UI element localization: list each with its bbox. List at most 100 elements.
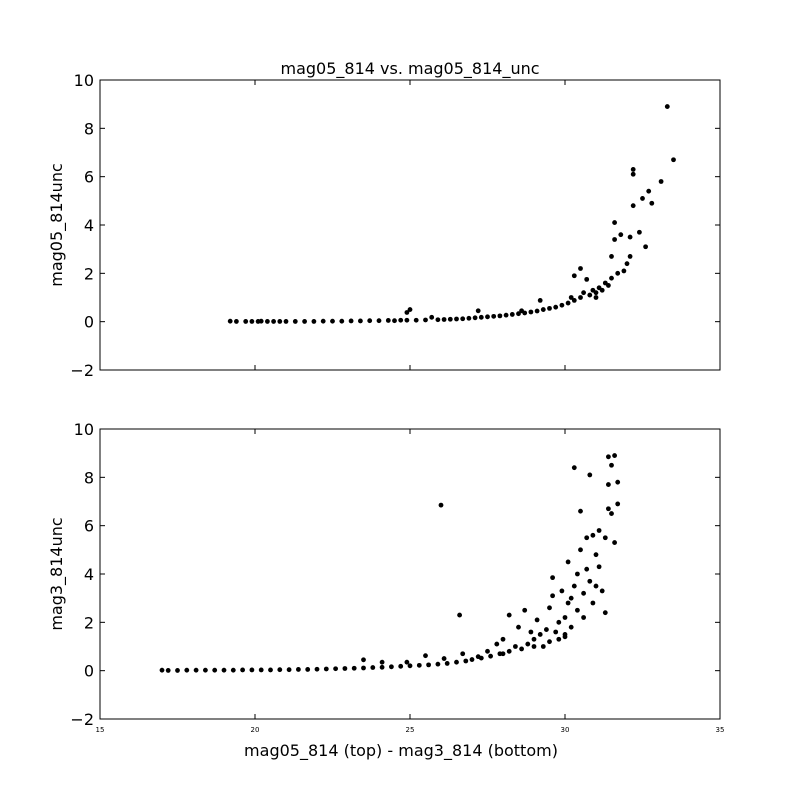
bottom-data-point xyxy=(550,593,555,599)
bottom-data-point xyxy=(193,667,199,673)
top-data-point xyxy=(584,276,590,282)
top-data-point xyxy=(392,318,397,324)
top-data-point xyxy=(407,307,413,312)
top-data-point xyxy=(271,319,276,324)
top-data-point xyxy=(547,305,552,311)
bottom-data-point xyxy=(441,656,447,661)
bottom-data-point xyxy=(323,666,329,672)
top-data-point xyxy=(348,318,354,324)
top-data-point xyxy=(234,319,239,324)
bottom-ytick-label: 4 xyxy=(84,565,94,584)
bottom-data-point xyxy=(537,632,543,637)
bottom-data-point xyxy=(612,540,617,545)
bottom-data-point xyxy=(370,665,376,670)
bottom-data-point xyxy=(221,667,227,673)
bottom-data-point xyxy=(519,646,524,652)
bottom-data-point xyxy=(277,667,283,673)
bottom-xtick-label: 25 xyxy=(406,726,415,734)
bottom-data-point xyxy=(506,648,512,654)
bottom-data-point xyxy=(494,641,500,647)
bottom-data-point xyxy=(361,657,366,663)
top-data-point xyxy=(624,261,630,267)
top-data-point xyxy=(466,315,472,321)
top-data-point xyxy=(630,203,636,209)
top-data-point xyxy=(658,179,664,184)
bottom-data-point xyxy=(463,658,469,664)
bottom-data-point xyxy=(230,667,236,673)
bottom-data-point xyxy=(268,667,273,673)
top-data-point xyxy=(227,318,233,324)
bottom-data-point xyxy=(596,528,602,533)
bottom-data-point xyxy=(593,552,599,558)
bottom-data-point xyxy=(438,502,444,508)
bottom-xlabel: mag05_814 (top) - mag3_814 (bottom) xyxy=(244,741,558,761)
bottom-data-point xyxy=(599,588,605,594)
bottom-ytick-label: −2 xyxy=(70,710,94,729)
top-data-point xyxy=(423,317,428,323)
bottom-data-point xyxy=(240,667,246,673)
top-data-point xyxy=(283,319,289,324)
top-data-point xyxy=(454,316,459,322)
bottom-data-point xyxy=(531,644,537,649)
bottom-data-point xyxy=(606,454,611,460)
bottom-ytick-label: 8 xyxy=(84,468,94,487)
top-data-point xyxy=(593,290,599,296)
bottom-data-point xyxy=(485,648,490,654)
top-plot-title: mag05_814 vs. mag05_814_unc xyxy=(280,59,539,79)
top-data-point xyxy=(606,283,611,288)
top-scatter-panel: −2 0 2 4 6 8 10 mag05_814 vs. mag05_814_unc mag0… xyxy=(47,59,721,380)
bottom-data-point xyxy=(568,624,574,630)
top-data-point xyxy=(630,171,636,177)
bottom-data-point xyxy=(457,612,462,618)
bottom-data-point xyxy=(581,615,586,620)
bottom-data-point xyxy=(286,667,292,673)
bottom-plot-frame xyxy=(99,428,721,720)
top-data-point xyxy=(435,317,441,323)
bottom-data-point xyxy=(506,612,512,618)
top-data-point xyxy=(243,319,249,324)
bottom-data-point xyxy=(562,615,568,620)
top-data-point xyxy=(615,270,621,276)
bottom-data-point xyxy=(342,666,348,671)
bottom-data-point xyxy=(565,600,571,606)
top-data-point xyxy=(311,319,317,324)
bottom-data-point xyxy=(333,666,338,672)
bottom-data-point xyxy=(525,641,531,647)
top-data-point xyxy=(553,304,559,310)
bottom-xtick-label: 15 xyxy=(96,726,105,734)
top-data-point xyxy=(478,314,484,320)
top-ytick-label: 6 xyxy=(84,168,94,187)
top-ytick-label: 0 xyxy=(84,313,94,332)
bottom-data-point xyxy=(516,624,521,630)
top-data-point xyxy=(587,292,593,298)
top-data-point xyxy=(509,312,515,317)
bottom-data-point xyxy=(606,506,611,512)
top-data-point xyxy=(537,298,543,303)
bottom-data-point xyxy=(562,634,568,640)
top-data-point xyxy=(643,244,648,250)
bottom-data-point xyxy=(547,605,552,611)
top-data-point xyxy=(664,104,670,109)
top-data-point xyxy=(630,167,636,172)
bottom-data-point xyxy=(596,564,602,570)
bottom-data-point xyxy=(423,653,428,659)
bottom-data-point xyxy=(184,667,190,673)
bottom-data-point xyxy=(590,532,596,538)
top-data-point xyxy=(404,310,410,315)
top-data-point xyxy=(571,298,577,303)
bottom-data-point xyxy=(165,668,171,673)
bottom-ytick-label: 0 xyxy=(84,662,94,681)
bottom-data-point xyxy=(212,667,218,673)
top-data-point xyxy=(472,315,478,321)
top-ytick-label: −2 xyxy=(70,361,94,380)
bottom-data-point xyxy=(531,636,537,642)
top-data-point xyxy=(258,318,264,324)
bottom-data-point xyxy=(454,659,459,665)
top-data-point xyxy=(376,318,382,324)
bottom-data-point xyxy=(565,559,571,565)
top-data-point xyxy=(581,290,586,296)
bottom-data-point xyxy=(578,547,583,553)
top-data-point xyxy=(609,254,614,259)
bottom-data-point xyxy=(249,667,255,673)
